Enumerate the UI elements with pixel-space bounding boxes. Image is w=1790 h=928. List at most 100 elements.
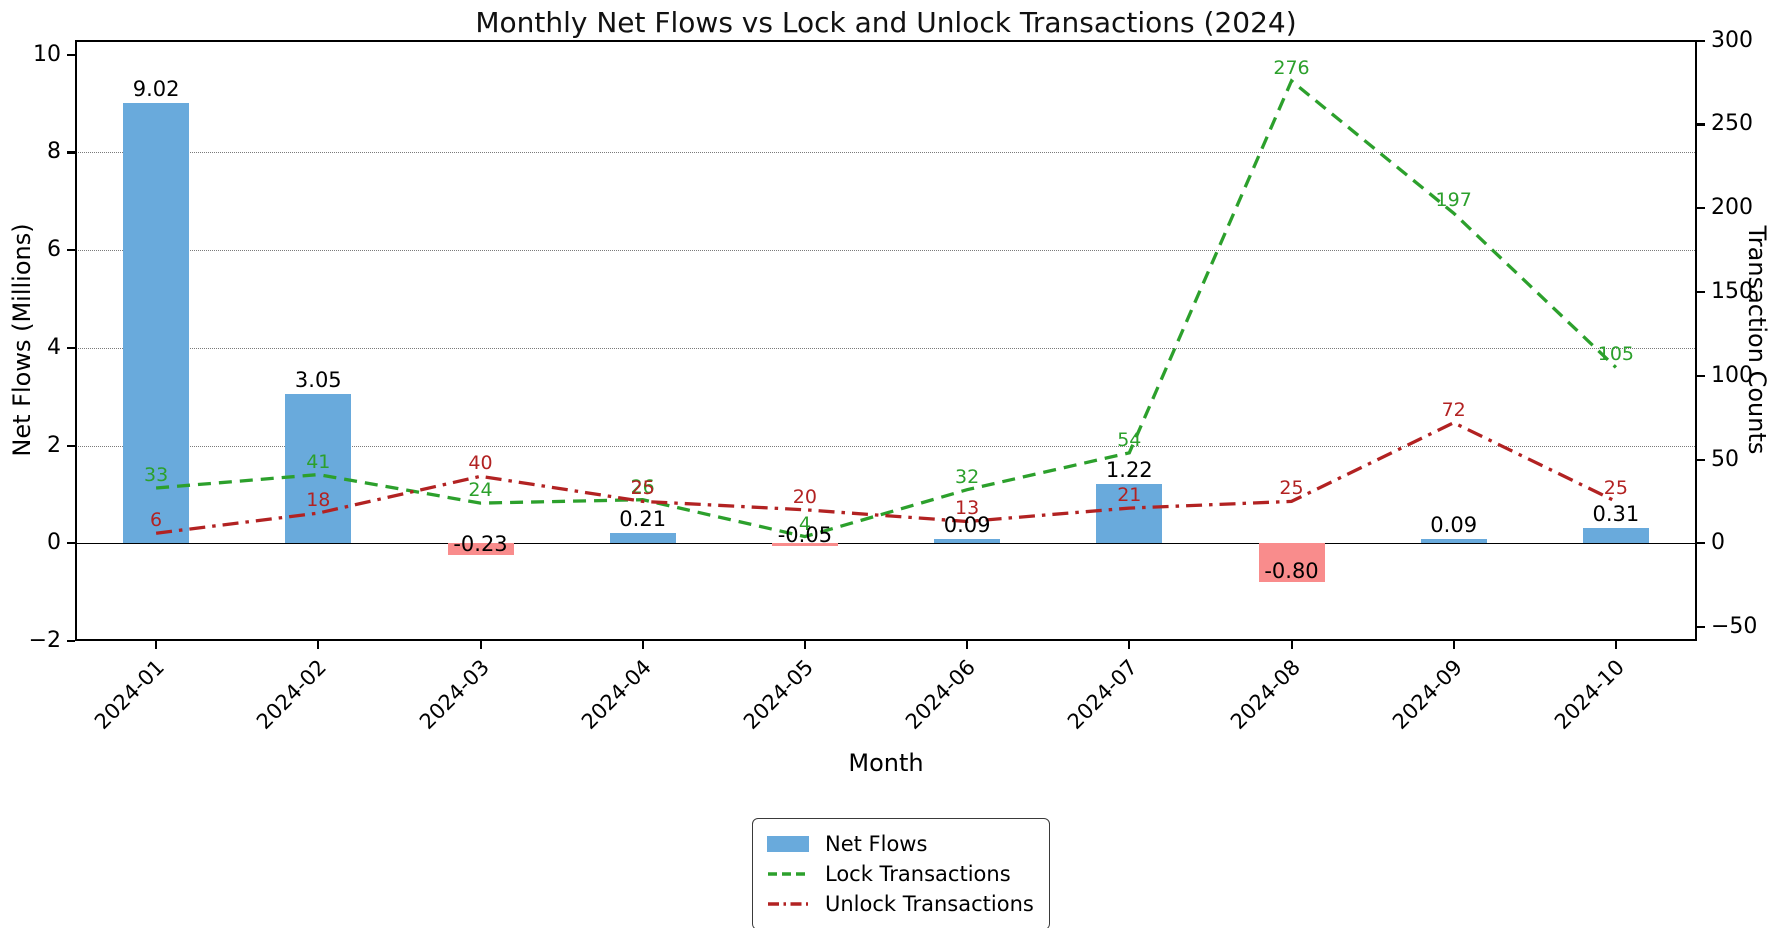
xtick-2024-03: [479, 641, 482, 649]
ytick-left-label-6: 6: [47, 237, 61, 263]
ytick-right-50: [1697, 458, 1705, 461]
xtick-label-2024-10: 2024-10: [1549, 655, 1629, 735]
lock-transactions-line: [155, 78, 1618, 539]
net-flow-value-label-2024-08: -0.80: [1264, 559, 1319, 584]
unlock-value-label-2024-05: 20: [792, 485, 817, 508]
lock-value-label-2024-02: 41: [306, 450, 331, 473]
ytick-left-10: [67, 53, 75, 56]
unlock-value-label-2024-08: 25: [1279, 477, 1304, 500]
bar-2024-02: [285, 394, 352, 544]
net-flow-value-label-2024-04: 0.21: [619, 507, 667, 531]
lock-value-label-2024-06: 32: [955, 465, 980, 488]
lock-value-label-2024-10: 105: [1597, 343, 1635, 366]
gridline-y4: [75, 347, 1697, 349]
xtick-label-2024-03: 2024-03: [414, 655, 494, 735]
xtick-label-2024-05: 2024-05: [738, 655, 818, 735]
xtick-label-2024-07: 2024-07: [1063, 655, 1143, 735]
ytick-left-label-10: 10: [33, 41, 61, 67]
unlock-value-label-2024-02: 18: [306, 489, 331, 512]
bar-2024-09: [1420, 538, 1487, 544]
ytick-right-300: [1697, 39, 1705, 42]
xtick-label-2024-04: 2024-04: [576, 655, 656, 735]
xtick-2024-08: [1290, 641, 1293, 649]
unlock-value-label-2024-09: 72: [1441, 398, 1466, 421]
ytick-right--50: [1697, 626, 1705, 629]
ytick-right-label-250: 250: [1711, 111, 1753, 137]
chart-title: Monthly Net Flows vs Lock and Unlock Tra…: [475, 6, 1297, 39]
ytick-right-label-300: 300: [1711, 27, 1753, 53]
xtick-2024-07: [1128, 641, 1131, 649]
unlock-dashdot-line-swatch: [767, 900, 811, 908]
bar-2024-05: [771, 543, 838, 546]
ytick-right-250: [1697, 123, 1705, 126]
bar-2024-03: [447, 543, 514, 555]
bar-2024-10: [1582, 528, 1649, 544]
lock-value-label-2024-09: 197: [1435, 189, 1472, 212]
legend-item-lock-transactions: Lock Transactions: [767, 859, 1035, 889]
y-axis-label-right: Transaction Counts: [1743, 225, 1771, 455]
ytick-right-label-50: 50: [1711, 446, 1739, 472]
gridline-y2: [75, 445, 1697, 447]
legend-label-net-flows: Net Flows: [825, 832, 928, 856]
bar-2024-06: [934, 538, 1001, 544]
xtick-2024-05: [803, 641, 807, 649]
ytick-left--2: [67, 640, 75, 643]
net-flow-value-label-2024-07: 1.22: [1105, 457, 1153, 482]
xtick-label-2024-01: 2024-01: [90, 655, 170, 735]
lock-value-label-2024-07: 54: [1117, 428, 1142, 451]
legend-item-net-flows: Net Flows: [767, 829, 1035, 859]
ytick-right-label-150: 150: [1711, 278, 1753, 304]
unlock-value-label-2024-03: 40: [468, 452, 493, 475]
x-axis-label: Month: [848, 749, 924, 777]
ytick-right-label-200: 200: [1711, 195, 1753, 221]
xtick-2024-01: [155, 641, 158, 649]
net-flow-value-label-2024-03: -0.23: [453, 531, 508, 556]
ytick-right-label--50: −50: [1711, 614, 1758, 640]
ytick-left-4: [67, 346, 75, 350]
lock-dashed-line-swatch: [767, 870, 811, 878]
unlock-value-label-2024-07: 21: [1117, 484, 1142, 507]
legend-item-unlock-transactions: Unlock Transactions: [767, 889, 1035, 919]
plot-area: 33 41 24 26 4 32 54 276 197 105 9.02 3.05 -0.23 0.21 -…: [75, 40, 1697, 641]
lock-value-label-2024-03: 24: [468, 479, 493, 502]
net-flows-bar-swatch: [767, 836, 811, 852]
unlock-value-label-2024-06: 13: [955, 497, 980, 520]
ytick-left-0: [67, 542, 75, 545]
net-flow-value-label-2024-01: 9.02: [132, 76, 180, 101]
bar-2024-08: [1258, 543, 1325, 583]
xtick-2024-10: [1614, 641, 1618, 649]
gridline-y6: [75, 250, 1697, 252]
legend: Net Flows Lock Transactions Unlock Trans…: [752, 818, 1050, 928]
legend-label-lock-transactions: Lock Transactions: [825, 862, 1011, 886]
xtick-label-2024-09: 2024-09: [1387, 655, 1467, 735]
net-flow-value-label-2024-09: 0.09: [1430, 512, 1478, 537]
xtick-2024-04: [641, 641, 644, 649]
ytick-left-label--2: −2: [28, 628, 61, 653]
ytick-right-label-0: 0: [1711, 530, 1725, 556]
bar-2024-07: [1096, 483, 1163, 544]
lock-value-label-2024-05: 4: [798, 512, 811, 535]
ytick-left-label-8: 8: [47, 139, 61, 165]
bar-2024-04: [609, 533, 676, 544]
lock-value-label-2024-04: 26: [630, 475, 655, 498]
ytick-left-6: [67, 249, 75, 252]
ytick-left-label-0: 0: [47, 530, 61, 556]
xtick-2024-06: [966, 641, 969, 649]
xtick-2024-09: [1452, 641, 1455, 649]
gridline-y8: [75, 152, 1697, 154]
ytick-right-label-100: 100: [1711, 362, 1753, 388]
unlock-value-label-2024-01: 6: [150, 509, 163, 532]
unlock-value-label-2024-10: 25: [1603, 477, 1628, 500]
xtick-label-2024-02: 2024-02: [252, 655, 332, 735]
ytick-left-label-2: 2: [47, 432, 61, 458]
xtick-label-2024-08: 2024-08: [1225, 655, 1305, 735]
lock-value-label-2024-08: 276: [1273, 56, 1310, 79]
net-flow-value-label-2024-05: -0.05: [777, 522, 833, 547]
ytick-left-label-4: 4: [47, 334, 61, 360]
net-flow-value-label-2024-06: 0.09: [943, 512, 991, 537]
unlock-value-label-2024-04: 25: [630, 477, 655, 500]
unlock-transactions-line: [155, 420, 1617, 535]
xtick-2024-02: [317, 641, 320, 649]
bar-2024-01: [123, 102, 190, 544]
